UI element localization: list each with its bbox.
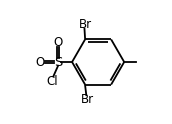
Text: O: O	[53, 36, 63, 49]
Text: Br: Br	[79, 18, 92, 31]
Text: O: O	[36, 56, 45, 68]
Text: S: S	[54, 56, 62, 68]
Text: Br: Br	[81, 93, 94, 106]
Text: Cl: Cl	[46, 75, 58, 88]
